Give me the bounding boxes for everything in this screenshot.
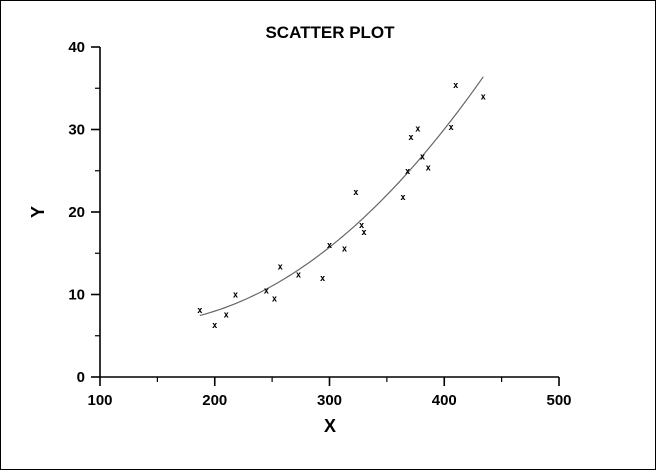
x-tick-label: 300 (317, 392, 342, 409)
chart-title: SCATTER PLOT (265, 23, 395, 42)
data-point: x (448, 123, 454, 133)
data-point: x (405, 167, 411, 177)
y-axis-title: Y (28, 206, 48, 218)
y-tick-label: 10 (68, 287, 85, 304)
fit-curve (199, 76, 484, 317)
data-point: x (361, 228, 367, 238)
axes-group: 100 200 300 400 500 0 10 20 30 40 (68, 39, 571, 409)
data-point: x (400, 193, 406, 203)
data-point: x (327, 241, 333, 251)
x-tick-label: 500 (546, 392, 571, 409)
data-point: x (224, 310, 230, 320)
data-point: x (481, 93, 487, 103)
data-point: x (420, 153, 426, 163)
y-tick-label: 20 (68, 204, 85, 221)
data-point: x (264, 286, 270, 296)
data-point: x (415, 125, 421, 135)
x-tick-label: 100 (87, 392, 112, 409)
data-point: x (359, 221, 365, 231)
data-point: x (425, 163, 431, 173)
y-tick-label: 30 (68, 122, 85, 139)
data-point: x (342, 244, 348, 254)
data-point: x (272, 295, 278, 305)
x-tick-label: 400 (432, 392, 457, 409)
data-point: x (197, 306, 203, 316)
data-point: x (453, 81, 459, 91)
x-axis-title: X (324, 416, 336, 436)
data-point: x (320, 274, 326, 284)
data-point: x (277, 262, 283, 272)
x-tick-label: 200 (202, 392, 227, 409)
data-point: x (408, 133, 414, 143)
y-tick-label: 0 (77, 369, 85, 386)
data-point: x (296, 271, 302, 281)
data-point: x (353, 188, 359, 198)
fit-curve-layer (199, 76, 484, 317)
data-point: x (233, 291, 239, 301)
y-tick-label: 40 (68, 39, 85, 56)
data-point: x (212, 321, 218, 331)
